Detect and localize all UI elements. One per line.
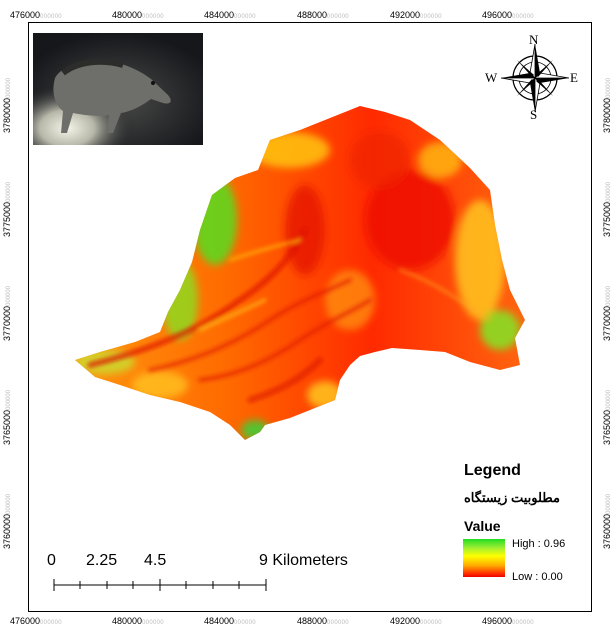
x-tick-top: 496000000000 [482, 10, 534, 20]
legend-color-ramp [463, 539, 505, 577]
x-tick-top: 480000000000 [112, 10, 164, 20]
x-tick-top: 484000000000 [204, 10, 256, 20]
compass-n-label: N [529, 32, 539, 47]
x-tick-bottom: 492000000000 [390, 616, 442, 626]
legend-title: Legend [464, 462, 521, 479]
scale-bar [53, 579, 267, 591]
scale-label-1: 2.25 [86, 552, 118, 569]
x-tick-bottom: 480000000000 [112, 616, 164, 626]
legend-layer-name: مطلوبیت زیستگاه [464, 490, 560, 505]
legend-value-label: Value [464, 518, 501, 534]
x-tick-bottom: 496000000000 [482, 616, 534, 626]
compass-rose-icon [500, 43, 570, 113]
compass-e-label: E [570, 70, 578, 85]
x-tick-bottom: 476000000000 [10, 616, 62, 626]
x-tick-top: 488000000000 [297, 10, 349, 20]
inset-photo [33, 33, 203, 145]
legend-low-label: Low : 0.00 [512, 571, 563, 583]
scale-label-2: 4.5 [144, 552, 167, 569]
scale-label-3: 9 Kilometers [259, 552, 348, 569]
x-tick-bottom: 488000000000 [297, 616, 349, 626]
x-tick-bottom: 484000000000 [204, 616, 256, 626]
x-tick-top: 492000000000 [390, 10, 442, 20]
wild-boar-photo [33, 33, 203, 145]
north-arrow: N S W E [485, 32, 582, 122]
compass-w-label: W [485, 70, 498, 85]
compass-s-label: S [530, 107, 538, 122]
legend-high-label: High : 0.96 [512, 538, 566, 550]
scale-label-0: 0 [47, 552, 56, 569]
x-tick-top: 476000000000 [10, 10, 62, 20]
